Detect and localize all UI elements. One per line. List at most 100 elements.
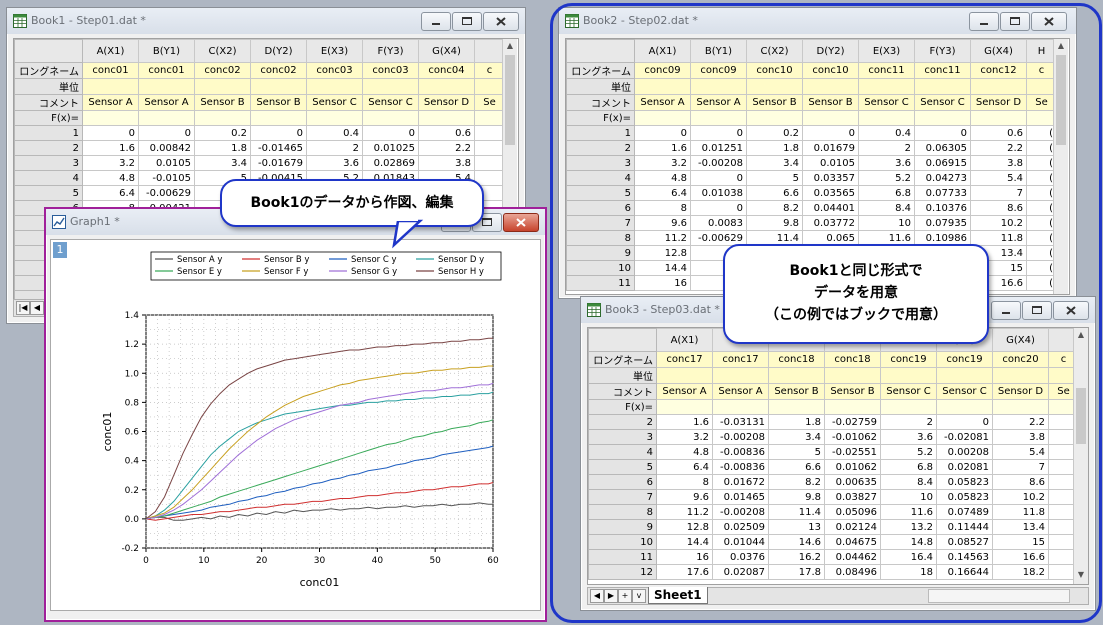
- first-sheet-icon[interactable]: |◀: [16, 301, 30, 315]
- cell[interactable]: 0.03357: [802, 170, 859, 186]
- cell[interactable]: 0.0105: [138, 155, 195, 171]
- row-header[interactable]: F(x)=: [566, 110, 635, 126]
- cell[interactable]: -0.00629: [138, 185, 195, 201]
- cell[interactable]: [306, 110, 363, 126]
- cell[interactable]: 2.2: [418, 140, 475, 156]
- cell[interactable]: [858, 110, 915, 126]
- cell[interactable]: 3.4: [746, 155, 803, 171]
- row-number[interactable]: 4: [566, 170, 635, 186]
- cell[interactable]: 11.2: [656, 504, 713, 520]
- cell[interactable]: [634, 110, 691, 126]
- cell[interactable]: [970, 78, 1027, 95]
- cell[interactable]: G(X4): [970, 39, 1027, 63]
- row-header[interactable]: ロングネーム: [588, 351, 657, 368]
- cell[interactable]: 3.6: [306, 155, 363, 171]
- cell[interactable]: (: [1026, 260, 1057, 276]
- book2-titlebar[interactable]: Book2 - Step02.dat *: [559, 8, 1076, 34]
- cell[interactable]: Sensor B: [824, 383, 881, 400]
- cell[interactable]: -0.00208: [690, 155, 747, 171]
- cell[interactable]: 0.02869: [362, 155, 419, 171]
- cell[interactable]: (: [1026, 140, 1057, 156]
- cell[interactable]: -0.00836: [712, 459, 769, 475]
- cell[interactable]: 0.04401: [802, 200, 859, 216]
- cell[interactable]: 5: [768, 444, 825, 460]
- cell[interactable]: Sensor B: [250, 94, 307, 111]
- cell[interactable]: 3.2: [656, 429, 713, 445]
- cell[interactable]: conc01: [82, 62, 139, 79]
- cell[interactable]: [474, 110, 505, 126]
- row-number[interactable]: 10: [566, 260, 635, 276]
- cell[interactable]: (: [1026, 185, 1057, 201]
- cell[interactable]: 0: [914, 125, 971, 141]
- row-header[interactable]: ロングネーム: [566, 62, 635, 79]
- row-number[interactable]: 4: [14, 170, 83, 186]
- cell[interactable]: Sensor D: [418, 94, 475, 111]
- cell[interactable]: Sensor A: [138, 94, 195, 111]
- cell[interactable]: Sensor C: [306, 94, 363, 111]
- cell[interactable]: 0.01044: [712, 534, 769, 550]
- cell[interactable]: [656, 399, 713, 415]
- cell[interactable]: [802, 110, 859, 126]
- scroll-up-icon[interactable]: ▲: [1057, 41, 1065, 50]
- cell[interactable]: 0.14563: [936, 549, 993, 565]
- scroll-up-icon[interactable]: ▲: [506, 41, 514, 50]
- cell[interactable]: conc17: [712, 351, 769, 368]
- cell[interactable]: 5.4: [970, 170, 1027, 186]
- cell[interactable]: conc03: [362, 62, 419, 79]
- cell[interactable]: 0.08527: [936, 534, 993, 550]
- cell[interactable]: [418, 78, 475, 95]
- cell[interactable]: 6.8: [880, 459, 937, 475]
- cell[interactable]: 0.06305: [914, 140, 971, 156]
- cell[interactable]: 3.2: [82, 155, 139, 171]
- cell[interactable]: [768, 367, 825, 384]
- cell[interactable]: [1026, 78, 1057, 95]
- cell[interactable]: 0.03772: [802, 215, 859, 231]
- cell[interactable]: 2.2: [992, 414, 1049, 430]
- row-header[interactable]: F(x)=: [14, 110, 83, 126]
- cell[interactable]: 8.6: [992, 474, 1049, 490]
- cell[interactable]: conc19: [936, 351, 993, 368]
- cell[interactable]: 0.07935: [914, 215, 971, 231]
- cell[interactable]: [936, 367, 993, 384]
- prev-sheet-icon[interactable]: ◀: [30, 301, 44, 315]
- cell[interactable]: [970, 110, 1027, 126]
- cell[interactable]: [712, 399, 769, 415]
- cell[interactable]: 0.0376: [712, 549, 769, 565]
- cell[interactable]: [1026, 110, 1057, 126]
- maximize-button[interactable]: [452, 12, 482, 31]
- row-number[interactable]: 2: [588, 414, 657, 430]
- minimize-button[interactable]: [969, 12, 999, 31]
- cell[interactable]: 0: [690, 125, 747, 141]
- cell[interactable]: (: [1026, 200, 1057, 216]
- cell[interactable]: [474, 78, 505, 95]
- cell[interactable]: B(Y1): [138, 39, 195, 63]
- cell[interactable]: E(X3): [306, 39, 363, 63]
- cell[interactable]: 5.2: [880, 444, 937, 460]
- cell[interactable]: 4.8: [634, 170, 691, 186]
- cell[interactable]: 0.6: [418, 125, 475, 141]
- cell[interactable]: 0.01679: [802, 140, 859, 156]
- row-number[interactable]: 5: [14, 185, 83, 201]
- cell[interactable]: 6.8: [858, 185, 915, 201]
- cell[interactable]: -0.01062: [824, 429, 881, 445]
- cell[interactable]: 1.6: [634, 140, 691, 156]
- cell[interactable]: conc04: [418, 62, 475, 79]
- cell[interactable]: 0.4: [858, 125, 915, 141]
- row-header[interactable]: [588, 328, 657, 352]
- cell[interactable]: (: [1026, 275, 1057, 291]
- cell[interactable]: 0.03565: [802, 185, 859, 201]
- cell[interactable]: [914, 110, 971, 126]
- row-number[interactable]: 10: [588, 534, 657, 550]
- cell[interactable]: 0.0083: [690, 215, 747, 231]
- row-header[interactable]: コメント: [588, 383, 657, 400]
- cell[interactable]: F(Y3): [362, 39, 419, 63]
- maximize-button[interactable]: [1022, 301, 1052, 320]
- cell[interactable]: 0.05823: [936, 474, 993, 490]
- cell[interactable]: 0: [690, 170, 747, 186]
- cell[interactable]: Sensor D: [970, 94, 1027, 111]
- cell[interactable]: [194, 78, 251, 95]
- cell[interactable]: [138, 78, 195, 95]
- cell[interactable]: conc01: [138, 62, 195, 79]
- row-number[interactable]: 6: [566, 200, 635, 216]
- cell[interactable]: Sensor B: [746, 94, 803, 111]
